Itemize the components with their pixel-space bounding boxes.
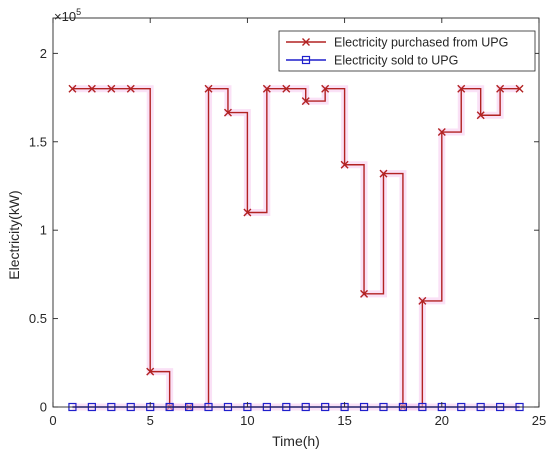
plot-background — [53, 18, 539, 407]
y-exponent-base: ×10 — [54, 9, 76, 24]
axes-box — [52, 17, 540, 408]
data-point — [243, 208, 252, 217]
legend-marker — [301, 55, 311, 65]
data-point — [68, 84, 77, 93]
data-point — [107, 84, 116, 93]
series-line — [72, 88, 520, 408]
data-point — [321, 84, 330, 93]
data-point — [262, 84, 271, 93]
x-axis-label: Time(h) — [272, 433, 320, 449]
data-point — [223, 108, 232, 117]
x-tick-label: 10 — [240, 413, 254, 428]
data-point — [437, 128, 446, 137]
data-point — [515, 84, 524, 93]
legend-item-2: Electricity sold to UPG — [286, 54, 458, 68]
y-tick-label: 2 — [40, 46, 47, 61]
data-point — [360, 289, 369, 298]
y-axis-label: Electricity(kW) — [6, 190, 22, 279]
y-exponent-power: 5 — [76, 7, 81, 17]
y-tick-label: 1.5 — [29, 134, 47, 149]
data-point — [126, 84, 135, 93]
y-tick-label: 0.5 — [29, 311, 47, 326]
data-point — [457, 84, 466, 93]
plot-area — [53, 18, 539, 407]
data-point — [282, 84, 291, 93]
data-point — [476, 111, 485, 120]
data-point — [340, 160, 349, 169]
x-tick-label: 15 — [337, 413, 351, 428]
legend-marker — [302, 38, 310, 46]
y-tick-label: 0 — [40, 400, 47, 415]
legend-item-1: Electricity purchased from UPG — [286, 36, 508, 50]
data-point — [146, 367, 155, 376]
x-tick-label: 25 — [532, 413, 546, 428]
axes-layer: 0 5 10 15 20 25 0 0.5 1 1.5 2 — [29, 17, 546, 428]
data-point — [87, 84, 96, 93]
data-point — [496, 84, 505, 93]
x-tick-label: 5 — [147, 413, 154, 428]
x-tick-label: 20 — [435, 413, 449, 428]
legend-label: Electricity sold to UPG — [334, 54, 458, 68]
y-tick-label: 1 — [40, 223, 47, 238]
data-point — [204, 84, 213, 93]
legend-label: Electricity purchased from UPG — [334, 36, 508, 50]
y-axis-exponent: ×105 — [54, 7, 81, 24]
legend-box — [278, 30, 536, 72]
data-point — [418, 296, 427, 305]
data-point — [301, 97, 310, 106]
x-tick-label: 0 — [49, 413, 56, 428]
legend: Electricity purchased from UPG Electricit… — [278, 30, 536, 72]
data-point — [379, 169, 388, 178]
